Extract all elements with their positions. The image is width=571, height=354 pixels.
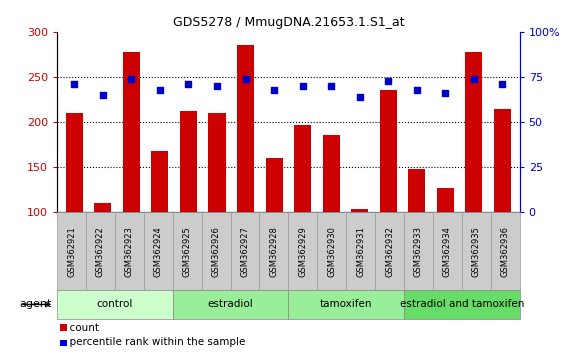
Bar — [208, 113, 226, 212]
Text: GSM362923: GSM362923 — [125, 226, 134, 277]
Point — [384, 78, 393, 84]
Text: GSM362930: GSM362930 — [327, 226, 336, 277]
Text: GSM362932: GSM362932 — [385, 226, 394, 277]
Text: GSM362935: GSM362935 — [472, 226, 481, 277]
Text: GSM362931: GSM362931 — [356, 226, 365, 277]
Bar — [294, 125, 311, 212]
Point — [441, 90, 450, 96]
Text: tamoxifen: tamoxifen — [320, 299, 372, 309]
Bar — [494, 109, 511, 212]
Text: control: control — [96, 299, 133, 309]
Bar — [237, 45, 254, 212]
Text: percentile rank within the sample: percentile rank within the sample — [63, 337, 245, 347]
Bar — [180, 111, 197, 212]
Text: agent: agent — [19, 299, 51, 309]
Bar — [94, 203, 111, 212]
Point — [355, 94, 364, 100]
Point — [298, 83, 307, 89]
Text: GSM362922: GSM362922 — [96, 226, 105, 277]
Bar — [266, 158, 283, 212]
Point — [412, 87, 421, 92]
Text: GSM362936: GSM362936 — [501, 226, 510, 277]
Text: GSM362933: GSM362933 — [414, 226, 423, 277]
Text: GSM362929: GSM362929 — [298, 226, 307, 277]
Text: GSM362928: GSM362928 — [270, 226, 279, 277]
Point — [70, 81, 79, 87]
Point — [469, 76, 478, 82]
Bar — [408, 169, 425, 212]
Bar — [123, 52, 140, 212]
Text: GSM362934: GSM362934 — [443, 226, 452, 277]
Bar — [323, 135, 340, 212]
Text: count: count — [63, 323, 99, 333]
Point — [98, 92, 107, 98]
Point — [212, 83, 222, 89]
Bar — [437, 188, 454, 212]
Point — [327, 83, 336, 89]
Bar — [151, 151, 168, 212]
Text: GSM362921: GSM362921 — [67, 226, 76, 277]
Point — [498, 81, 507, 87]
Bar — [351, 209, 368, 212]
Bar — [66, 113, 83, 212]
Text: estradiol: estradiol — [208, 299, 254, 309]
Point — [155, 87, 164, 92]
Point — [241, 76, 250, 82]
Text: GSM362926: GSM362926 — [212, 226, 220, 277]
Point — [184, 81, 193, 87]
Text: GSM362924: GSM362924 — [154, 226, 163, 277]
Text: GSM362925: GSM362925 — [183, 226, 192, 277]
Point — [127, 76, 136, 82]
Bar — [465, 52, 482, 212]
Title: GDS5278 / MmugDNA.21653.1.S1_at: GDS5278 / MmugDNA.21653.1.S1_at — [172, 16, 404, 29]
Text: estradiol and tamoxifen: estradiol and tamoxifen — [400, 299, 524, 309]
Text: GSM362927: GSM362927 — [240, 226, 250, 277]
Bar — [380, 90, 397, 212]
Point — [270, 87, 279, 92]
